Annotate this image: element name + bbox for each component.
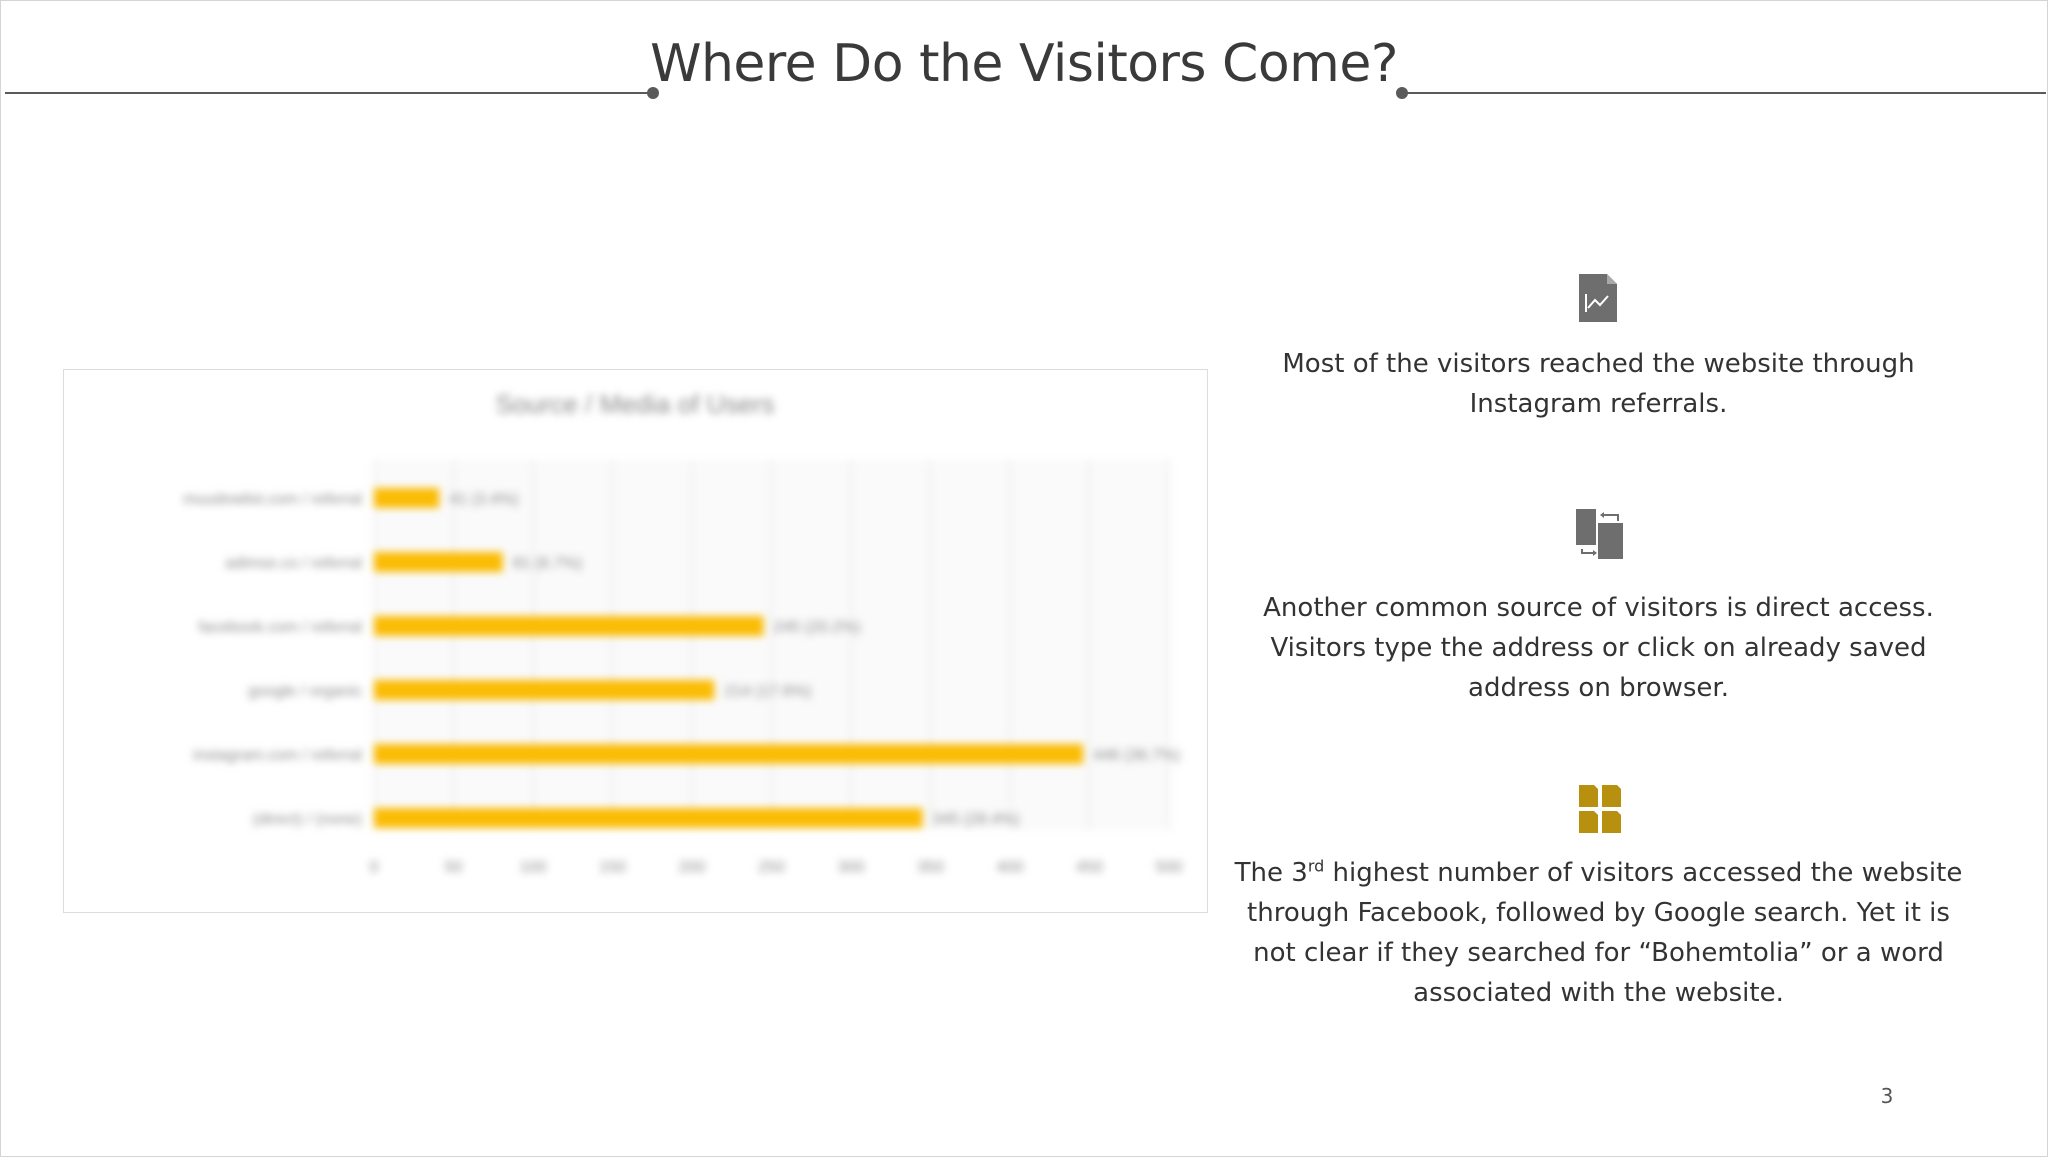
point-direct-text: Another common source of visitors is dir… bbox=[1263, 593, 1934, 703]
bar bbox=[374, 744, 1084, 764]
swap-documents-icon bbox=[1576, 509, 1623, 559]
x-tick-label: 250 bbox=[758, 859, 785, 876]
bar bbox=[374, 616, 764, 636]
four-documents-icon bbox=[1579, 785, 1621, 833]
slide-title: Where Do the Visitors Come? bbox=[650, 34, 1398, 94]
data-label: 446 (36.7%) bbox=[1093, 747, 1180, 764]
point-instagram-text: Most of the visitors reached the website… bbox=[1282, 349, 1915, 419]
page-number: 3 bbox=[1880, 1084, 1894, 1108]
bar bbox=[374, 680, 715, 700]
category-label: adimse.co / referral bbox=[225, 555, 362, 572]
point-3-text-end: highest number of visitors accessed the … bbox=[1247, 858, 1963, 1008]
data-label: 214 (17.6%) bbox=[724, 683, 811, 700]
chart-ticks: 0 50 100 150 200 250 300 350 400 450 500 bbox=[370, 859, 1183, 876]
category-label: google / organic bbox=[248, 683, 362, 700]
category-label: muudowlist.com / referral bbox=[183, 491, 362, 508]
chart-bars bbox=[374, 488, 1084, 828]
data-label: 81 (6.7%) bbox=[513, 555, 582, 572]
x-tick-label: 200 bbox=[679, 859, 706, 876]
data-label: 41 (3.4%) bbox=[449, 491, 518, 508]
point-3-text-start: The 3 bbox=[1234, 858, 1308, 888]
point-facebook-google-text: The 3rd highest number of visitors acces… bbox=[1226, 853, 1971, 1013]
category-label: (direct) / (none) bbox=[253, 811, 362, 828]
chart-title: Source / Media of Users bbox=[496, 389, 775, 419]
x-tick-label: 400 bbox=[997, 859, 1024, 876]
title-rule-right bbox=[1401, 92, 2046, 94]
x-tick-label: 300 bbox=[838, 859, 865, 876]
x-tick-label: 0 bbox=[370, 859, 379, 876]
x-tick-label: 50 bbox=[445, 859, 463, 876]
chart-labels: muudowlist.com / referral 41 (3.4%) adimse… bbox=[183, 491, 1180, 828]
bar bbox=[374, 552, 503, 572]
category-label: facebook.com / referral bbox=[198, 619, 362, 636]
title-rule-left bbox=[5, 92, 653, 94]
x-tick-label: 350 bbox=[917, 859, 944, 876]
source-media-chart: Source / Media of Users muudowlist.com /… bbox=[63, 369, 1208, 913]
data-label: 345 (28.4%) bbox=[933, 811, 1020, 828]
line-chart-document-icon bbox=[1579, 274, 1617, 322]
x-tick-label: 100 bbox=[520, 859, 547, 876]
x-tick-label: 450 bbox=[1076, 859, 1103, 876]
title-rule-dot-left bbox=[647, 87, 659, 99]
x-tick-label: 500 bbox=[1156, 859, 1183, 876]
x-tick-label: 150 bbox=[599, 859, 626, 876]
bar bbox=[374, 488, 440, 508]
point-3-ordinal-suffix: rd bbox=[1307, 856, 1325, 876]
bar-chart-svg: Source / Media of Users muudowlist.com /… bbox=[183, 389, 1183, 876]
data-label: 245 (20.2%) bbox=[774, 619, 861, 636]
chart-gridlines bbox=[373, 460, 1170, 830]
bar bbox=[374, 808, 923, 828]
category-label: instagram.com / referral bbox=[193, 747, 362, 764]
